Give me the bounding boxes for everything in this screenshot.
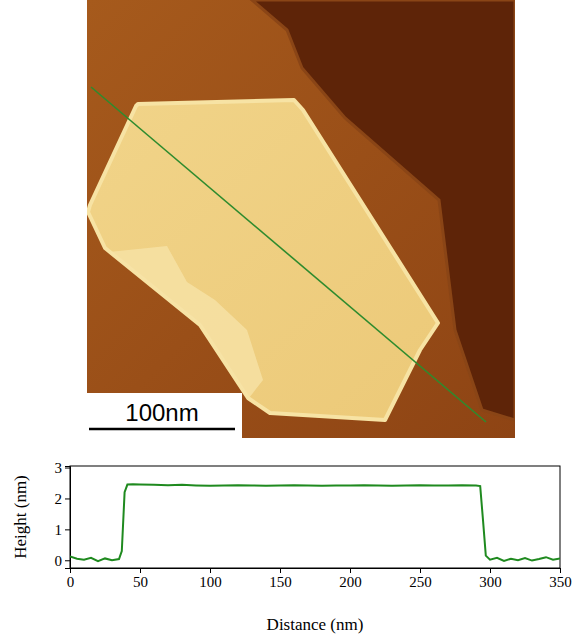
tick: 100 xyxy=(199,568,222,590)
tick: 1 xyxy=(55,522,71,538)
height-profile xyxy=(70,484,560,561)
tick-label: 300 xyxy=(479,574,502,590)
tick: 300 xyxy=(479,568,502,590)
tick-mark xyxy=(350,568,351,573)
tick-mark xyxy=(65,560,70,561)
tick-mark xyxy=(280,568,281,573)
figure: 100nm 0 50 100 150 200 250 300 350 0 1 2 3 Distance (… xyxy=(0,0,582,644)
tick-mark xyxy=(420,568,421,573)
afm-image: 100nm xyxy=(87,0,515,438)
tick-label: 0 xyxy=(67,574,75,590)
scale-bar: 100nm xyxy=(87,393,242,438)
plot-frame xyxy=(70,466,560,568)
tick-label: 150 xyxy=(269,574,292,590)
flake-step xyxy=(109,246,263,398)
x-axis: 0 50 100 150 200 250 300 350 xyxy=(67,568,572,590)
tick-label: 100 xyxy=(199,574,222,590)
tick-label: 3 xyxy=(55,460,63,476)
tick-mark xyxy=(65,498,70,499)
tick-label: 0 xyxy=(55,553,63,569)
tick: 3 xyxy=(55,460,71,476)
tick: 0 xyxy=(55,553,71,569)
tick-label: 200 xyxy=(339,574,362,590)
tick-mark xyxy=(560,568,561,573)
tick: 2 xyxy=(55,491,71,507)
tick-label: 2 xyxy=(55,491,63,507)
axis-line xyxy=(71,569,561,574)
tick-mark xyxy=(490,568,491,573)
axis-line xyxy=(65,467,71,569)
y-axis: 0 1 2 3 xyxy=(55,460,71,569)
tick-label: 1 xyxy=(55,522,63,538)
profile-line xyxy=(91,87,486,422)
tick: 250 xyxy=(409,568,432,590)
tick: 50 xyxy=(133,568,148,590)
tick: 0 xyxy=(67,568,75,590)
tick-label: 350 xyxy=(549,574,572,590)
y-axis-title: Height (nm) xyxy=(11,475,30,559)
tick-label: 50 xyxy=(133,574,148,590)
profile-chart: 0 50 100 150 200 250 300 350 0 1 2 3 Distance (nm) He… xyxy=(11,460,572,634)
tick-mark xyxy=(65,468,70,469)
substrate xyxy=(87,0,515,438)
tick-mark xyxy=(65,529,70,530)
scale-bar-line xyxy=(89,428,235,431)
x-axis-title: Distance (nm) xyxy=(267,615,364,634)
flake xyxy=(88,100,438,420)
tick: 200 xyxy=(339,568,362,590)
tick: 150 xyxy=(269,568,292,590)
scale-bar-ground xyxy=(87,393,242,438)
tick-label: 250 xyxy=(409,574,432,590)
plot-area xyxy=(70,484,560,561)
tick: 350 xyxy=(549,568,572,590)
tick-mark xyxy=(210,568,211,573)
tick-mark xyxy=(140,568,141,573)
scale-bar-label: 100nm xyxy=(125,399,198,426)
